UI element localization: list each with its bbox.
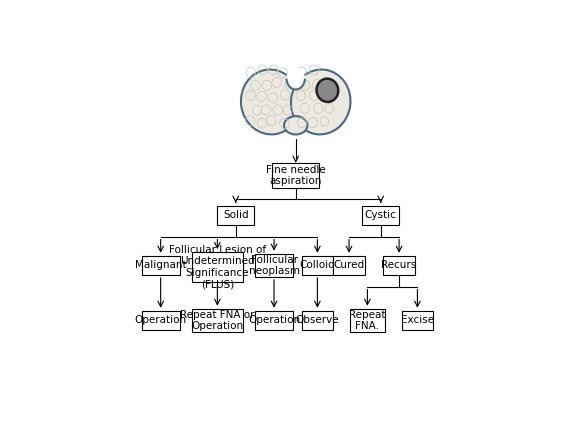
Bar: [255, 254, 293, 277]
Bar: [334, 255, 365, 275]
Bar: [350, 309, 385, 332]
Text: Solid: Solid: [223, 210, 249, 220]
Ellipse shape: [317, 79, 338, 102]
Ellipse shape: [241, 70, 301, 134]
Text: Cured: Cured: [334, 260, 365, 270]
Bar: [402, 311, 433, 330]
Bar: [383, 255, 415, 275]
Bar: [272, 163, 319, 188]
Bar: [302, 311, 334, 330]
Bar: [141, 311, 180, 330]
Text: Colloid: Colloid: [299, 260, 335, 270]
Ellipse shape: [287, 68, 305, 90]
Text: Operation: Operation: [248, 315, 300, 325]
Text: Observe: Observe: [295, 315, 339, 325]
Ellipse shape: [284, 116, 308, 135]
Text: Recurs: Recurs: [381, 260, 417, 270]
Bar: [255, 311, 293, 330]
Text: Follicular Lesion of
Undetermined
Significance
(FLUS): Follicular Lesion of Undetermined Signif…: [169, 245, 266, 289]
Text: Follicular
neoplasm: Follicular neoplasm: [249, 255, 299, 276]
Text: Cystic: Cystic: [365, 210, 396, 220]
Text: Operation: Operation: [134, 315, 187, 325]
Bar: [141, 255, 180, 275]
Text: Excise: Excise: [401, 315, 434, 325]
Bar: [362, 206, 399, 225]
Text: Repeat
FNA.: Repeat FNA.: [349, 310, 385, 331]
Bar: [302, 255, 334, 275]
Ellipse shape: [291, 70, 350, 134]
Bar: [192, 309, 243, 332]
Text: Repeat FNA or
Operation: Repeat FNA or Operation: [180, 310, 254, 331]
Text: Malignant: Malignant: [135, 260, 186, 270]
Text: Fine needle
aspiration: Fine needle aspiration: [266, 165, 325, 186]
Bar: [192, 252, 243, 282]
Bar: [218, 206, 254, 225]
